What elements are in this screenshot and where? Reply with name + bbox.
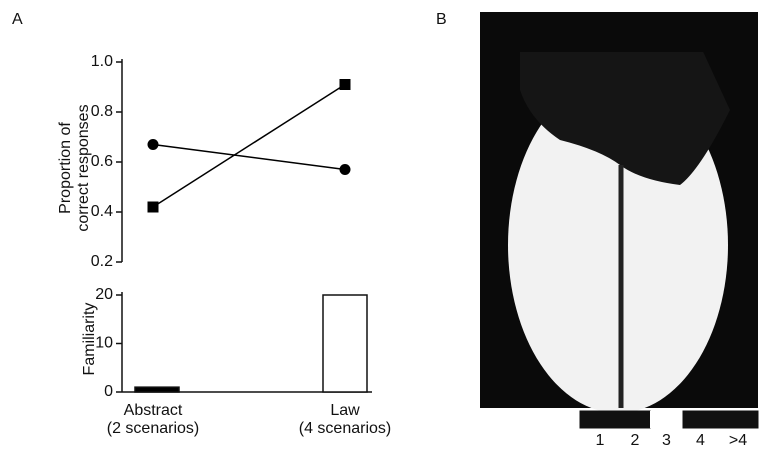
scale-label: 4 xyxy=(696,432,705,449)
x-tick-label: Abstract (2 scenarios) xyxy=(83,402,223,438)
y-tick-label: 0.6 xyxy=(91,153,113,170)
y-axis-label: Proportion of correct responses xyxy=(57,88,93,248)
y-axis-label: Familiarity xyxy=(81,289,99,389)
scale-swatch xyxy=(580,411,620,428)
bar xyxy=(135,387,179,392)
scale-swatch xyxy=(718,411,758,428)
y-tick-label: 0 xyxy=(104,383,113,400)
scale-label: 3 xyxy=(662,432,671,449)
series-line xyxy=(153,85,345,208)
scale-swatch xyxy=(683,411,718,428)
marker xyxy=(340,164,351,175)
figure: A B 0.20.40.60.81.0010201234>4 xyxy=(0,0,768,456)
scale-label: 1 xyxy=(596,432,605,449)
marker xyxy=(148,202,159,213)
scale-label: >4 xyxy=(729,432,747,449)
lesion xyxy=(510,12,740,52)
y-tick-label: 0.8 xyxy=(91,103,113,120)
y-tick-label: 0.2 xyxy=(91,253,113,270)
x-tick-label: Law (4 scenarios) xyxy=(275,402,415,438)
page: A B 0.20.40.60.81.0010201234>4 (() => { … xyxy=(0,0,768,456)
marker xyxy=(340,79,351,90)
scale-swatch xyxy=(620,411,650,428)
y-tick-label: 1.0 xyxy=(91,53,113,70)
series-line xyxy=(153,145,345,170)
marker xyxy=(148,139,159,150)
scale-label: 2 xyxy=(631,432,640,449)
bar xyxy=(323,295,367,392)
panel-label: B xyxy=(436,11,447,28)
y-tick-label: 0.4 xyxy=(91,203,113,220)
panel-label: A xyxy=(12,11,23,28)
scale-swatch xyxy=(650,411,683,428)
